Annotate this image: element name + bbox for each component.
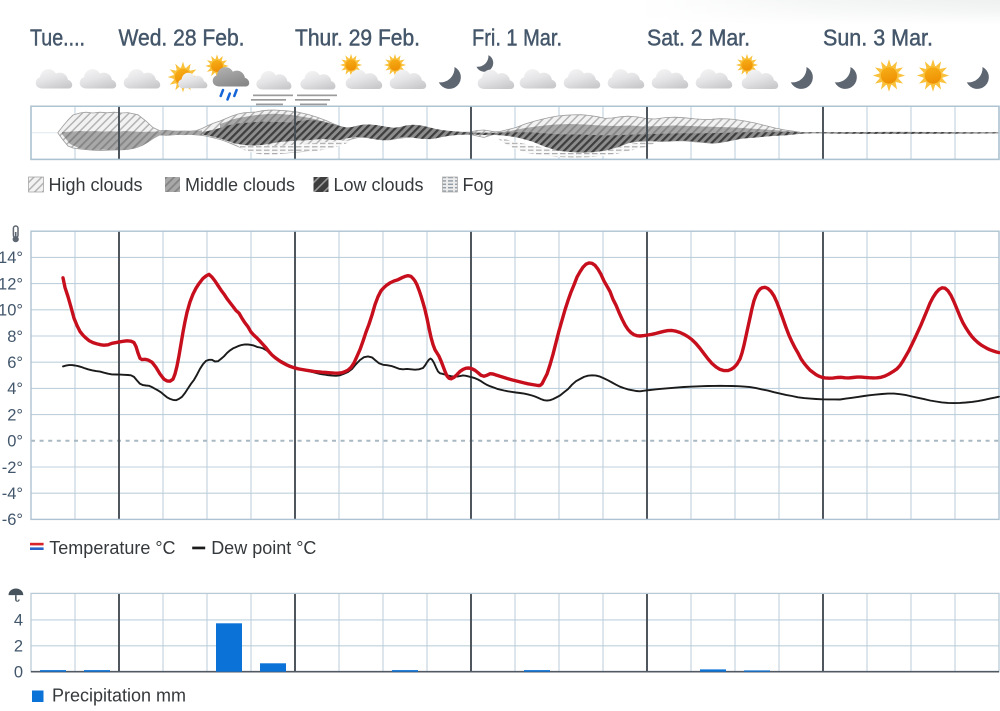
svg-text:Temperature °C: Temperature °C	[49, 538, 175, 558]
svg-text:12°: 12°	[0, 275, 23, 293]
svg-text:-4°: -4°	[2, 485, 23, 503]
svg-text:6°: 6°	[7, 354, 23, 372]
svg-text:Sat. 2 Mar.: Sat. 2 Mar.	[647, 25, 750, 51]
svg-text:Middle clouds: Middle clouds	[185, 175, 295, 195]
svg-text:Tue....: Tue....	[30, 25, 85, 51]
svg-text:Fri. 1 Mar.: Fri. 1 Mar.	[472, 25, 562, 51]
svg-text:Wed. 28 Feb.: Wed. 28 Feb.	[119, 25, 245, 51]
svg-text:-2°: -2°	[2, 459, 23, 477]
svg-text:Low clouds: Low clouds	[334, 175, 424, 195]
svg-text:4: 4	[14, 612, 23, 630]
svg-text:0: 0	[14, 664, 23, 682]
svg-text:Sun. 3 Mar.: Sun. 3 Mar.	[823, 25, 933, 51]
svg-text:2°: 2°	[7, 406, 23, 424]
svg-text:Thur. 29 Feb.: Thur. 29 Feb.	[295, 25, 420, 51]
svg-text:-6°: -6°	[2, 511, 23, 529]
svg-text:0°: 0°	[7, 433, 23, 451]
svg-text:4°: 4°	[7, 380, 23, 398]
svg-text:10°: 10°	[0, 302, 23, 320]
svg-text:Dew point °C: Dew point °C	[211, 538, 316, 558]
svg-text:Fog: Fog	[463, 175, 494, 195]
svg-text:8°: 8°	[7, 328, 23, 346]
svg-text:Precipitation mm: Precipitation mm	[52, 686, 186, 706]
svg-text:14°: 14°	[0, 249, 23, 267]
svg-text:High clouds: High clouds	[49, 175, 143, 195]
svg-text:2: 2	[14, 638, 23, 656]
